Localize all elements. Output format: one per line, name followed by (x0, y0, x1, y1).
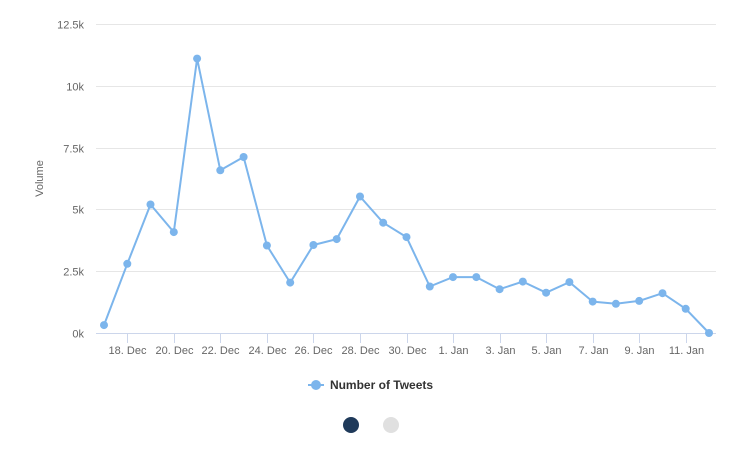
data-point[interactable] (518, 277, 527, 286)
y-tick-label: 10k (66, 82, 84, 94)
pager-dot-active[interactable] (342, 417, 359, 433)
data-point[interactable] (216, 166, 225, 175)
data-point[interactable] (402, 233, 411, 242)
legend-label: Number of Tweets (329, 378, 434, 392)
x-tick-label: 1. Jan (439, 345, 469, 357)
x-tick-label: 11. Jan (669, 345, 704, 357)
x-axis-ticks: 18. Dec 20. Dec 22. Dec 24. Dec 26. Dec 28. D… (109, 333, 704, 357)
series-number-of-tweets[interactable] (100, 54, 713, 337)
data-point[interactable] (705, 329, 713, 337)
x-tick-label: 7. Jan (579, 345, 609, 357)
y-tick-label: 7.5k (63, 144, 84, 156)
y-axis-tick-labels: 0k 2.5k 5k 7.5k 10k 12.5k (57, 20, 84, 341)
data-point[interactable] (239, 153, 248, 161)
data-point[interactable] (495, 285, 504, 294)
y-axis-title: Volume (34, 160, 46, 197)
data-point[interactable] (635, 296, 644, 305)
data-point[interactable] (332, 235, 341, 244)
chart-pager (0, 416, 741, 434)
x-tick-label: 3. Jan (486, 345, 516, 357)
series-line (103, 57, 710, 334)
x-tick-label: 30. Dec (389, 345, 427, 357)
grid-lines (96, 24, 716, 334)
data-point[interactable] (309, 241, 318, 249)
data-point[interactable] (658, 289, 667, 298)
x-tick-label: 5. Jan (532, 345, 562, 357)
y-tick-label: 0k (72, 329, 84, 341)
data-point[interactable] (449, 273, 457, 282)
data-point[interactable] (262, 241, 271, 250)
pager-dot-inactive[interactable] (382, 417, 399, 433)
data-point[interactable] (542, 288, 551, 297)
data-point[interactable] (193, 54, 202, 63)
x-tick-label: 9. Jan (625, 345, 655, 357)
x-tick-label: 22. Dec (202, 345, 240, 357)
x-tick-label: 28. Dec (342, 345, 380, 357)
y-tick-label: 2.5k (63, 267, 84, 279)
data-point[interactable] (565, 278, 574, 287)
data-point[interactable] (169, 228, 178, 237)
data-point[interactable] (146, 200, 155, 209)
data-point[interactable] (379, 218, 388, 227)
x-tick-label: 26. Dec (295, 345, 333, 357)
x-tick-label: 20. Dec (156, 345, 194, 357)
x-tick-label: 24. Dec (249, 345, 287, 357)
y-tick-label: 12.5k (57, 20, 84, 32)
data-point[interactable] (425, 282, 434, 291)
data-point[interactable] (286, 278, 295, 287)
legend-item-number-of-tweets[interactable]: Number of Tweets (0, 375, 741, 395)
data-point[interactable] (100, 321, 108, 330)
data-point[interactable] (123, 259, 132, 268)
data-point[interactable] (681, 304, 690, 313)
y-tick-label: 5k (72, 205, 84, 217)
data-point[interactable] (611, 299, 620, 308)
data-point[interactable] (356, 192, 364, 201)
data-point[interactable] (588, 297, 597, 306)
x-tick-label: 18. Dec (109, 345, 147, 357)
legend-marker-icon (307, 380, 324, 390)
data-point[interactable] (472, 273, 481, 282)
